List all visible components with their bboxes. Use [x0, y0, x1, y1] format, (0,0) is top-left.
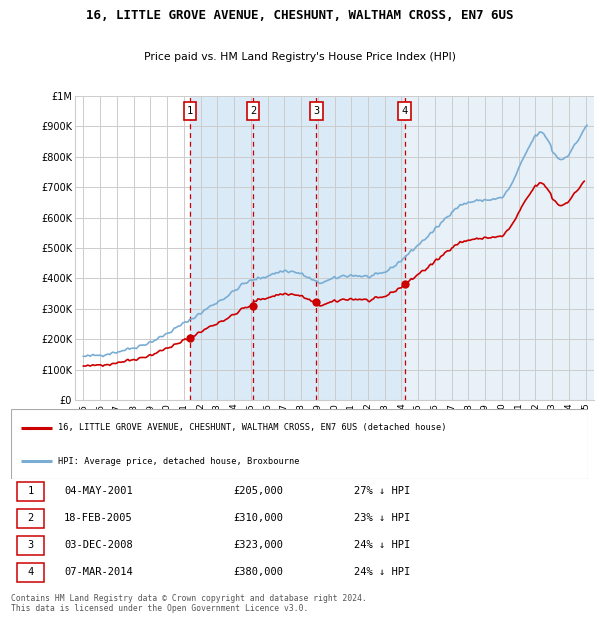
Bar	[190, 96, 253, 400]
Text: 1: 1	[27, 487, 34, 497]
Bar	[404, 96, 594, 400]
Bar	[17, 562, 44, 582]
Text: Contains HM Land Registry data © Crown copyright and database right 2024.
This d: Contains HM Land Registry data © Crown c…	[11, 594, 367, 613]
Text: £205,000: £205,000	[233, 487, 283, 497]
Text: 2: 2	[250, 106, 256, 117]
Text: 16, LITTLE GROVE AVENUE, CHESHUNT, WALTHAM CROSS, EN7 6US (detached house): 16, LITTLE GROVE AVENUE, CHESHUNT, WALTH…	[58, 423, 446, 432]
Bar	[17, 536, 44, 555]
Text: £380,000: £380,000	[233, 567, 283, 577]
Text: 4: 4	[27, 567, 34, 577]
Text: 3: 3	[313, 106, 320, 117]
Bar	[247, 102, 259, 120]
Text: £310,000: £310,000	[233, 513, 283, 523]
Bar	[17, 508, 44, 528]
Bar	[310, 102, 323, 120]
Text: 4: 4	[401, 106, 408, 117]
Text: HPI: Average price, detached house, Broxbourne: HPI: Average price, detached house, Brox…	[58, 457, 299, 466]
Bar	[316, 96, 404, 400]
Text: 04-MAY-2001: 04-MAY-2001	[64, 487, 133, 497]
Text: 07-MAR-2014: 07-MAR-2014	[64, 567, 133, 577]
Text: 03-DEC-2008: 03-DEC-2008	[64, 540, 133, 551]
Bar	[398, 102, 411, 120]
Text: 27% ↓ HPI: 27% ↓ HPI	[354, 487, 410, 497]
Text: 3: 3	[27, 540, 34, 551]
Text: 24% ↓ HPI: 24% ↓ HPI	[354, 567, 410, 577]
Text: £323,000: £323,000	[233, 540, 283, 551]
Text: 16, LITTLE GROVE AVENUE, CHESHUNT, WALTHAM CROSS, EN7 6US: 16, LITTLE GROVE AVENUE, CHESHUNT, WALTH…	[86, 9, 514, 22]
Text: 18-FEB-2005: 18-FEB-2005	[64, 513, 133, 523]
Text: 2: 2	[27, 513, 34, 523]
Text: Price paid vs. HM Land Registry's House Price Index (HPI): Price paid vs. HM Land Registry's House …	[144, 52, 456, 62]
Bar	[253, 96, 316, 400]
Text: 23% ↓ HPI: 23% ↓ HPI	[354, 513, 410, 523]
Text: 1: 1	[187, 106, 193, 117]
Bar	[184, 102, 196, 120]
Text: 24% ↓ HPI: 24% ↓ HPI	[354, 540, 410, 551]
Bar	[17, 482, 44, 501]
